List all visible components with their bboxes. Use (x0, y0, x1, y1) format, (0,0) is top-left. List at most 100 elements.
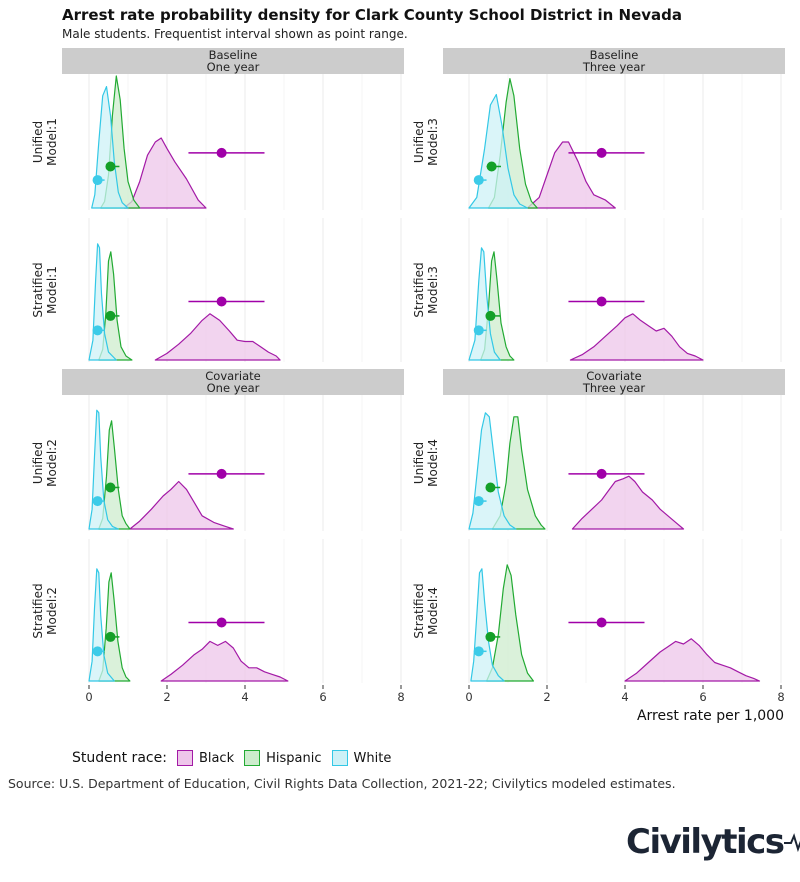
legend-item-hispanic: Hispanic (244, 750, 322, 766)
panel-row-label-line: Unified (412, 121, 426, 163)
legend-key-hispanic (244, 750, 261, 766)
x-tick-label: 2 (543, 690, 550, 704)
panel-row-label-line: Model:4 (426, 587, 440, 635)
panel-row-label-line: Stratified (412, 262, 426, 317)
legend-label-white: White (353, 750, 392, 766)
interval-point-hispanic (486, 161, 497, 172)
panel: StratifiedModel:3 (412, 218, 782, 362)
civilytics-logo: Civilytics (626, 822, 800, 862)
interval-point-white (473, 496, 484, 507)
density-black (624, 638, 761, 682)
panel-row-label-line: Model:2 (45, 587, 59, 635)
panel: UnifiedModel:3 (412, 74, 782, 210)
facet-strip-label: One year (207, 60, 260, 74)
panel-row-label-line: Model:1 (45, 118, 59, 166)
panel-row-label-line: Model:2 (45, 439, 59, 487)
x-tick-label: 6 (699, 690, 706, 704)
panel-row-label-line: Model:4 (426, 439, 440, 487)
x-axis: 0 2 4 6 8 (465, 685, 785, 704)
interval-point-black (596, 147, 607, 158)
x-tick-label: 2 (163, 690, 170, 704)
panel-row-label: UnifiedModel:4 (412, 439, 440, 487)
density-black (569, 313, 704, 361)
panel: StratifiedModel:1 (31, 218, 402, 362)
x-tick-label: 0 (465, 690, 472, 704)
density-hispanic (491, 416, 546, 530)
density-black (160, 640, 289, 682)
facet-strip-bg (62, 48, 404, 74)
panel: UnifiedModel:2 (31, 395, 402, 531)
panel-row-label-line: Model:3 (426, 266, 440, 314)
density-black (123, 137, 207, 209)
x-tick-label: 0 (85, 690, 92, 704)
pulse-icon (783, 833, 800, 852)
panel: UnifiedModel:1 (31, 74, 402, 210)
legend-item-black: Black (176, 750, 235, 766)
interval-point-white (92, 496, 103, 507)
panel-row-label: UnifiedModel:3 (412, 118, 440, 166)
interval-point-black (216, 617, 227, 628)
panel-row-label-line: Unified (31, 442, 45, 484)
x-axis-label: Arrest rate per 1,000 (637, 708, 784, 724)
facet-strip-label: Baseline (209, 48, 258, 62)
facet-strip-bg (443, 369, 785, 395)
panel: StratifiedModel:4 (412, 539, 782, 683)
panel-row-label-line: Model:3 (426, 118, 440, 166)
density-hispanic (98, 420, 131, 530)
panel-row-label-line: Unified (31, 121, 45, 163)
facet-strip-label: Baseline (590, 48, 639, 62)
panel-row-label-line: Stratified (31, 583, 45, 638)
panel: StratifiedModel:2 (31, 539, 402, 683)
interval-point-hispanic (485, 310, 496, 321)
interval-point-hispanic (105, 482, 116, 493)
interval-point-hispanic (485, 631, 496, 642)
facet-strip-bg (62, 369, 404, 395)
interval-point-hispanic (485, 482, 496, 493)
facet-strip-bg (443, 48, 785, 74)
interval-point-black (216, 296, 227, 307)
interval-point-hispanic (105, 161, 116, 172)
density-black (129, 480, 234, 530)
x-tick-label: 4 (621, 690, 628, 704)
panel-row-label: UnifiedModel:2 (31, 439, 59, 487)
interval-point-black (596, 617, 607, 628)
legend-key-white (331, 750, 348, 766)
chart-subtitle: Male students. Frequentist interval show… (62, 27, 408, 41)
panel: UnifiedModel:4 (412, 395, 782, 531)
x-axis: 0 2 4 6 8 (85, 685, 405, 704)
facet-strip-label: Covariate (586, 369, 641, 383)
panel-row-label: StratifiedModel:3 (412, 262, 440, 317)
panel-row-label: StratifiedModel:2 (31, 583, 59, 638)
facet-strip-label: Covariate (205, 369, 260, 383)
legend-label-black: Black (198, 750, 235, 766)
interval-point-black (216, 468, 227, 479)
interval-point-black (596, 296, 607, 307)
chart-title: Arrest rate probability density for Clar… (62, 6, 682, 24)
legend-label-hispanic: Hispanic (266, 750, 322, 766)
interval-point-white (92, 175, 103, 186)
density-hispanic (98, 572, 131, 682)
density-black (154, 313, 281, 361)
interval-point-white (92, 646, 103, 657)
panel-row-label-line: Stratified (412, 583, 426, 638)
interval-point-white (473, 325, 484, 336)
panel-row-label: UnifiedModel:1 (31, 118, 59, 166)
facet-strip-label: One year (207, 381, 260, 395)
legend-key-black (176, 750, 193, 766)
density-black (526, 141, 616, 209)
logo-text: Civilytics (626, 822, 785, 862)
legend: Student race: Black Hispanic White (72, 748, 401, 768)
legend-title: Student race: (72, 750, 167, 766)
legend-item-white: White (331, 750, 392, 766)
interval-point-white (473, 646, 484, 657)
x-tick-label: 4 (241, 690, 248, 704)
facet-strip-label: Three year (582, 60, 646, 74)
interval-point-black (216, 147, 227, 158)
density-hispanic (98, 251, 133, 361)
interval-point-white (92, 325, 103, 336)
panel-row-label-line: Model:1 (45, 266, 59, 314)
